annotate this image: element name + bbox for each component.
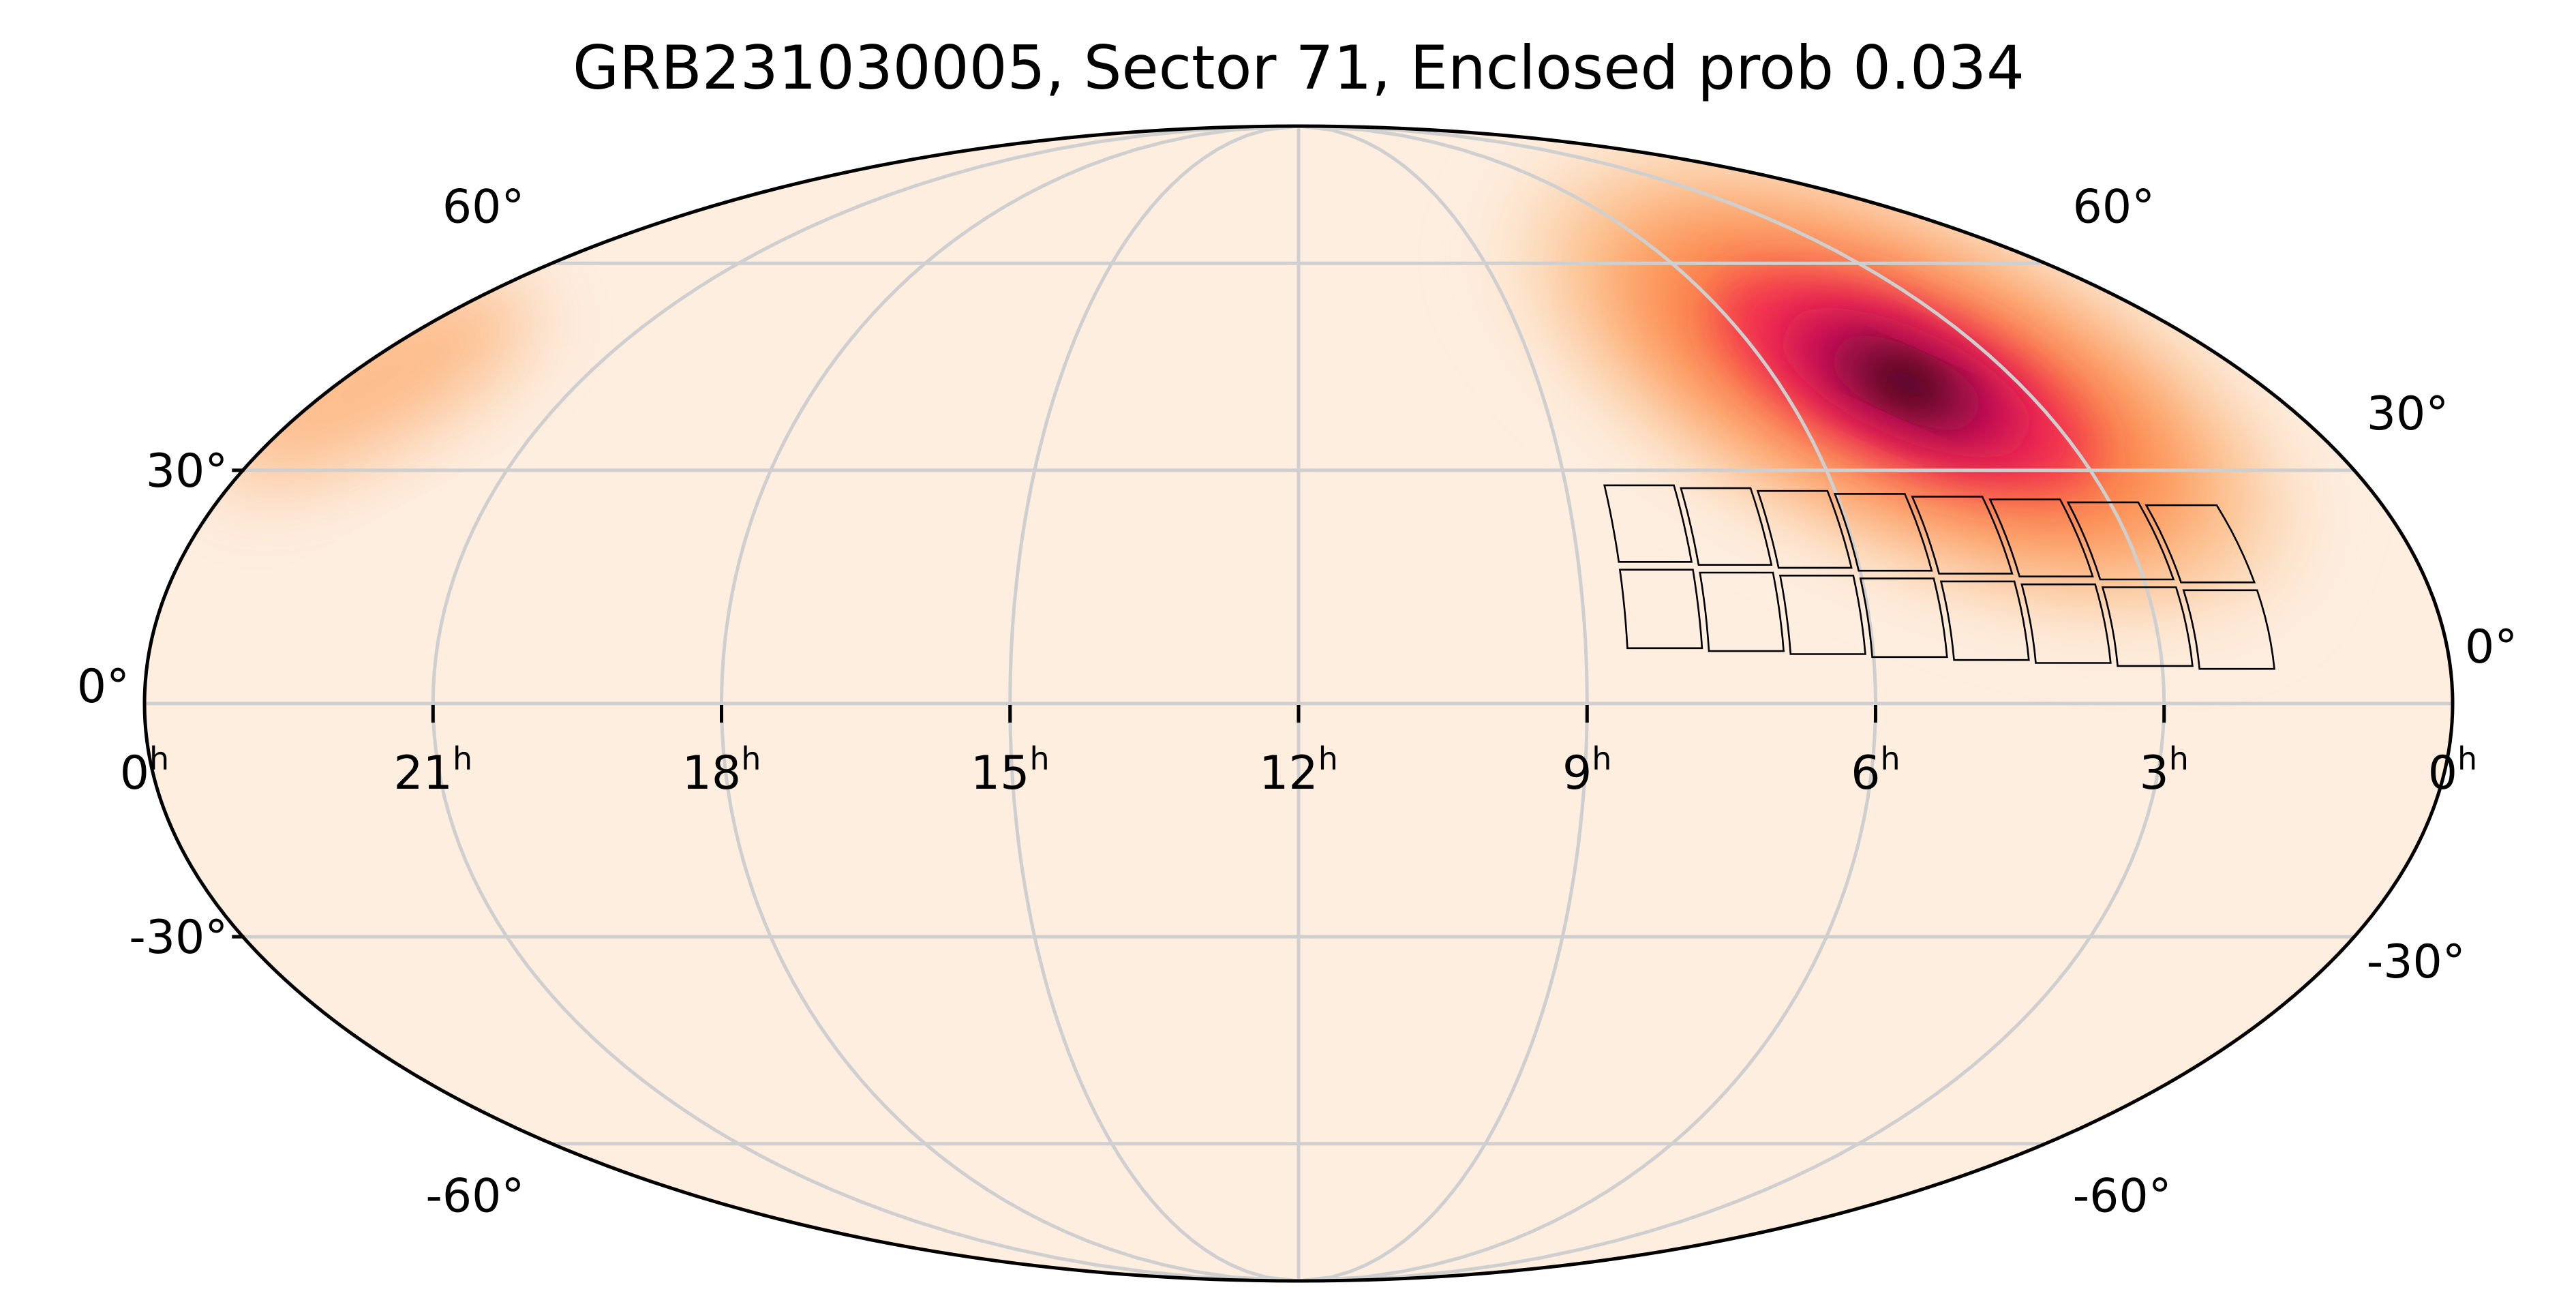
- ra-tick-label: 9h: [1562, 740, 1611, 800]
- ccd-chip-r2-c8: [2182, 589, 2275, 670]
- ccd-chip-r1-c2: [1680, 487, 1773, 566]
- sky-background: [145, 126, 2453, 1281]
- dec-tick-labels: 60° 30° 0° -30° -60° 60° 30° 0° -30° -60°: [77, 180, 2518, 1223]
- ccd-footprint: [1603, 484, 2275, 670]
- meridian-6h: [1298, 126, 1878, 1281]
- meridian-15h: [1008, 126, 1299, 1281]
- ra-tick-labels: 0h 21h 18h 15h 12h 9h 6h 3h 0h: [120, 705, 2477, 800]
- meridian-18h: [719, 126, 1299, 1281]
- ccd-chip-r2-c3: [1778, 574, 1866, 655]
- probability-wrap-lobe: [211, 283, 530, 483]
- coordinate-grid: [145, 126, 2453, 1281]
- probability-level-7: [1868, 359, 1945, 406]
- dec-tick-label-right: -30°: [2367, 935, 2466, 989]
- ccd-chip-r2-c7: [2101, 586, 2194, 667]
- ccd-chip-r1-c3: [1756, 489, 1853, 569]
- ccd-chip-r2-c1: [1618, 569, 1703, 650]
- dec-tick-label-right: -60°: [2073, 1170, 2172, 1224]
- dec-tick-label-left: 0°: [77, 660, 130, 714]
- ra-tick-label: 0h: [120, 740, 169, 800]
- ra-tick-label: 12h: [1259, 740, 1338, 800]
- meridian-21h: [431, 126, 1299, 1281]
- dec-tick-label-right: 0°: [2465, 620, 2517, 674]
- dec-tick-label-left: 60°: [442, 180, 525, 234]
- ra-tick-label: 21h: [393, 740, 472, 800]
- ccd-chip-r1-c7: [2066, 501, 2175, 581]
- ccd-chip-r2-c6: [2020, 583, 2112, 664]
- ccd-chip-r2-c2: [1699, 571, 1785, 652]
- dec-tick-label-right: 30°: [2367, 387, 2449, 441]
- ra-tick-label: 0h: [2428, 740, 2477, 800]
- ccd-chip-r2-c4: [1859, 577, 1948, 659]
- ra-tick-label: 3h: [2140, 740, 2189, 800]
- ccd-chip-r1-c8: [2145, 504, 2256, 584]
- ccd-chip-r1-c1: [1603, 484, 1693, 563]
- meridian-9h: [1298, 126, 1589, 1281]
- dec-tick-label-left: 30°: [146, 444, 228, 498]
- dec-tick-label-left: -30°: [129, 911, 228, 965]
- meridian-3h: [1298, 126, 2166, 1281]
- ra-tick-label: 6h: [1851, 740, 1900, 800]
- ccd-chip-r1-c5: [1911, 496, 2014, 575]
- ra-tick-label: 15h: [971, 740, 1050, 800]
- ra-tick-label: 18h: [682, 740, 761, 800]
- ccd-chip-r1-c6: [1988, 498, 2094, 578]
- dec-tick-label-right: 60°: [2073, 180, 2155, 234]
- probability-heatmap: [211, 151, 2299, 615]
- dec-tick-label-left: -60°: [425, 1170, 524, 1224]
- ccd-chip-r1-c4: [1833, 493, 1933, 572]
- chart-title: GRB231030005, Sector 71, Enclosed prob 0…: [573, 33, 2025, 103]
- ccd-chip-r2-c5: [1939, 580, 2030, 661]
- map-outline: [142, 124, 2455, 1283]
